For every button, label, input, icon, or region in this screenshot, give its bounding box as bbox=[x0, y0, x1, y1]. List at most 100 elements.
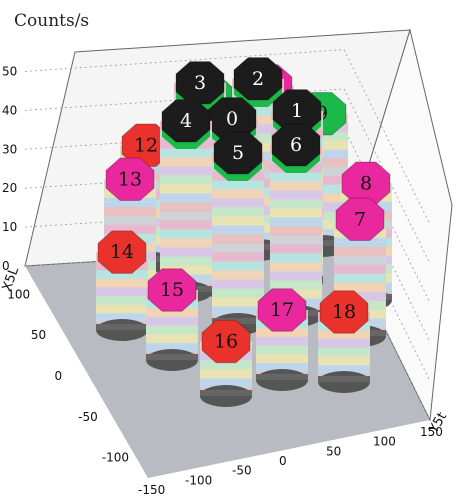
column-stripe bbox=[318, 364, 370, 374]
column-base-band bbox=[256, 374, 308, 380]
column-stripe bbox=[334, 246, 386, 256]
column-top bbox=[161, 99, 211, 143]
column-top bbox=[319, 290, 369, 334]
column-top bbox=[257, 288, 307, 332]
column-stripe bbox=[212, 242, 264, 253]
column-stripe bbox=[212, 206, 264, 217]
axis-ticks: 01020304050-150-100-50050100150100500-50… bbox=[2, 64, 443, 497]
column-stripe bbox=[232, 105, 284, 116]
column-stripe bbox=[212, 188, 264, 199]
column-stripe bbox=[212, 260, 264, 271]
column-stripe bbox=[256, 344, 308, 355]
column-top bbox=[147, 268, 197, 312]
z-tick-label: 40 bbox=[2, 103, 17, 117]
column-label: 0 bbox=[226, 108, 238, 130]
column-stripe bbox=[212, 224, 264, 235]
column-top bbox=[335, 197, 385, 241]
z-tick-label: 0 bbox=[2, 259, 10, 273]
column-stripe bbox=[270, 225, 322, 236]
column-stripe bbox=[104, 206, 156, 216]
column-stripe bbox=[96, 278, 148, 288]
column-stripe bbox=[160, 237, 212, 248]
column-top bbox=[175, 61, 225, 105]
column-stripe bbox=[334, 282, 386, 292]
x-tick-label: -50 bbox=[232, 464, 252, 478]
column-stripe bbox=[212, 179, 264, 190]
column-label: 5 bbox=[232, 142, 244, 164]
column-stripe bbox=[212, 233, 264, 244]
column-stripe bbox=[270, 216, 322, 227]
column-stripe bbox=[270, 279, 322, 290]
column-stripe bbox=[270, 270, 322, 281]
column-stripe bbox=[270, 243, 322, 254]
column-stripe bbox=[212, 251, 264, 262]
column-stripe bbox=[96, 304, 148, 314]
right-wall bbox=[343, 28, 453, 422]
column-stripe bbox=[160, 228, 212, 239]
column-5: 5 bbox=[212, 131, 264, 335]
column-stripe bbox=[146, 324, 198, 335]
column-stripe bbox=[334, 273, 386, 283]
column-top bbox=[97, 230, 147, 274]
column-stripe bbox=[212, 197, 264, 208]
pm-columns: 1011923121041386514715171816 bbox=[96, 57, 392, 407]
column-stripe bbox=[160, 201, 212, 212]
column-top bbox=[201, 319, 251, 364]
column-stripe bbox=[160, 264, 212, 275]
column-stripe bbox=[160, 156, 212, 167]
column-stripe bbox=[96, 295, 148, 305]
column-stripe bbox=[160, 147, 212, 158]
column-base-band bbox=[212, 318, 264, 324]
column-stripe bbox=[334, 237, 386, 247]
column-stripe bbox=[160, 219, 212, 230]
y-tick-label: 0 bbox=[55, 369, 63, 383]
column-stripe bbox=[212, 269, 264, 280]
column-18: 18 bbox=[318, 290, 370, 393]
column-stripe bbox=[200, 368, 252, 379]
column-stripe bbox=[270, 252, 322, 263]
column-stripe bbox=[104, 215, 156, 225]
column-stripe bbox=[160, 210, 212, 221]
column-label: 4 bbox=[180, 110, 192, 132]
z-tick-label: 50 bbox=[2, 64, 17, 78]
x-tick-label: 150 bbox=[420, 425, 443, 439]
column-stripe bbox=[334, 255, 386, 265]
x-tick-label: 100 bbox=[373, 435, 396, 449]
column-stripe bbox=[104, 197, 156, 207]
y-tick-label: -50 bbox=[78, 410, 98, 424]
z-tick-label: 30 bbox=[2, 142, 17, 156]
column-17: 17 bbox=[256, 288, 308, 391]
column-stripe bbox=[146, 342, 198, 352]
column-stripe bbox=[200, 359, 252, 370]
column-stripe bbox=[160, 174, 212, 185]
column-stripe bbox=[160, 192, 212, 203]
column-label: 15 bbox=[160, 279, 184, 301]
column-stripe bbox=[212, 296, 264, 307]
column-top bbox=[213, 131, 263, 175]
column-stripe bbox=[146, 333, 198, 344]
column-stripe bbox=[96, 312, 148, 322]
z-grid-line bbox=[343, 206, 431, 382]
column-stripe bbox=[256, 353, 308, 364]
column-base-band bbox=[200, 390, 252, 396]
column-top bbox=[271, 123, 321, 167]
column-stripe bbox=[96, 286, 148, 297]
column-stripe bbox=[256, 336, 308, 346]
column-label: 13 bbox=[118, 168, 142, 190]
column-stripe bbox=[96, 269, 148, 279]
chart-title: Counts/s bbox=[14, 11, 89, 31]
z-grid-line bbox=[343, 245, 431, 421]
column-stripe bbox=[318, 355, 370, 366]
column-stripe bbox=[146, 316, 198, 326]
column-label: 1 bbox=[291, 100, 303, 122]
column-top bbox=[233, 57, 283, 101]
column-stripe bbox=[270, 171, 322, 182]
column-stripe bbox=[200, 377, 252, 388]
column-stripe bbox=[212, 215, 264, 226]
column-stripe bbox=[270, 180, 322, 191]
column-stripe bbox=[256, 327, 308, 337]
column-base-band bbox=[146, 354, 198, 360]
column-stripe bbox=[146, 307, 198, 317]
column-stripe bbox=[160, 183, 212, 194]
z-grid-line bbox=[24, 49, 345, 72]
